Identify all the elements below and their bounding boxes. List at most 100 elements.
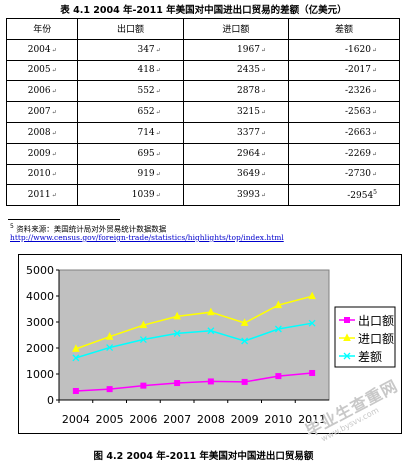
- x-tick-label: 2009: [231, 413, 259, 426]
- table-cell-value: -2269: [345, 148, 371, 159]
- table-cell-value: 3649: [237, 169, 260, 180]
- table-cell-value: 3215: [237, 107, 260, 118]
- paragraph-mark: ↵: [260, 171, 266, 179]
- table-cell: 3649↵: [182, 163, 289, 186]
- table-cell: 2007↵: [5, 101, 79, 123]
- paragraph-mark: ↵: [155, 192, 161, 200]
- table-header-cell: 年份: [5, 18, 79, 40]
- paragraph-mark: ↵: [51, 46, 57, 54]
- table-cell: -2563↵: [287, 101, 401, 123]
- data-point: [139, 336, 147, 343]
- data-point: [274, 300, 283, 309]
- paragraph-mark: ↵: [260, 192, 266, 200]
- legend-label: 进口额: [358, 332, 394, 346]
- table-cell: 2006↵: [5, 80, 79, 103]
- table-cell: 2009↵: [5, 142, 79, 165]
- table-cell-value: -1620: [345, 44, 371, 55]
- chart-frame: 0 1000 2000 3000 4000 5000 2004 2005 2006 2007 200…: [18, 254, 402, 434]
- data-point: [240, 318, 249, 326]
- table-header-cell: 出口额: [77, 18, 184, 40]
- data-point: [241, 378, 248, 385]
- paragraph-mark: ↵: [371, 171, 377, 179]
- paragraph-mark: ↵: [51, 109, 57, 117]
- table-cell: -29545: [287, 184, 401, 207]
- figure-caption: 图 4.2 2004 年-2011 年美国对中国进出口贸易额: [93, 451, 314, 462]
- table-cell-value: 2004: [27, 44, 51, 55]
- table-cell-value: 3993: [237, 190, 260, 201]
- table-cell: 2010↵: [5, 163, 79, 186]
- table-cell: -2017↵: [287, 59, 401, 82]
- footnote-marker: 5: [10, 223, 14, 230]
- data-point: [72, 344, 80, 352]
- paragraph-mark: ↵: [371, 67, 377, 75]
- table-cell-value: 2005: [27, 65, 51, 76]
- table-caption: 表 4.1 2004 年-2011 年美国对中国进出口贸易的差额（亿美元）: [60, 5, 347, 16]
- x-tick-label: 2007: [163, 413, 191, 426]
- table-cell-value: -2730: [345, 169, 371, 180]
- table-cell-value: 652: [137, 107, 155, 118]
- table-cell-value: -2326: [345, 86, 371, 97]
- y-tick-label: 5000: [26, 264, 54, 277]
- table-cell-value: 2008: [27, 127, 51, 138]
- table-cell: 2964↵: [182, 142, 289, 165]
- legend-marker: [343, 333, 351, 341]
- data-point: [72, 354, 80, 362]
- table-row: 2005↵ 418↵ 2435↵ -2017↵: [5, 59, 401, 82]
- source-link[interactable]: http://www.census.gov/foreign-trade/stat…: [10, 233, 284, 242]
- table-row: 2011↵ 1039↵ 3993↵ -29545: [5, 184, 401, 207]
- table-row: 2006↵ 552↵ 2878↵ -2326↵: [5, 80, 401, 103]
- table-cell-value: -2017: [345, 65, 371, 76]
- footnote-source: 5 资料来源：美国统计局对外贸易统计数据数据: [10, 223, 166, 235]
- paragraph-mark: ↵: [155, 67, 161, 75]
- paragraph-mark: ↵: [371, 88, 377, 96]
- paragraph-mark: ↵: [260, 150, 266, 158]
- table-cell-value: -2563: [345, 107, 371, 118]
- y-tick-label: 2000: [26, 342, 54, 355]
- data-point: [105, 332, 114, 340]
- table-cell-value: 418: [137, 65, 155, 76]
- table-cell-value: 2010: [27, 169, 51, 180]
- table-cell: 695↵: [77, 142, 184, 165]
- table-cell-value: 695: [137, 148, 155, 159]
- data-point: [173, 329, 181, 337]
- paragraph-mark: ↵: [155, 88, 161, 96]
- paragraph-mark: ↵: [260, 109, 266, 117]
- legend-marker: [343, 352, 351, 360]
- paragraph-mark: ↵: [51, 129, 57, 137]
- table-cell-value: 552: [137, 86, 155, 97]
- table-cell-value: 3377: [237, 127, 260, 138]
- table-cell-value: 2011: [27, 190, 51, 201]
- data-point: [106, 344, 114, 352]
- series-line-2: [75, 322, 313, 359]
- legend-label: 差额: [358, 350, 382, 364]
- plot-area: [58, 269, 330, 401]
- x-tick-label: 2004: [62, 413, 90, 426]
- table-cell-value: 2435: [237, 65, 260, 76]
- table-row: 2009↵ 695↵ 2964↵ -2269↵: [5, 142, 401, 165]
- paragraph-mark: ↵: [260, 67, 266, 75]
- data-point: [241, 337, 249, 345]
- table-cell-value: 2009: [27, 148, 51, 159]
- data-point: [207, 307, 215, 316]
- table-cell: 1967↵: [182, 38, 289, 61]
- paragraph-mark: ↵: [371, 150, 377, 158]
- y-tick-label: 4000: [26, 290, 54, 303]
- paragraph-mark: ↵: [371, 46, 377, 54]
- table-body: 2004↵ 347↵ 1967↵ -1620↵ 2005↵ 418↵ 2435↵ -2017↵…: [5, 38, 401, 207]
- paragraph-mark: ↵: [371, 129, 377, 137]
- table-cell-value: 2007: [27, 107, 51, 118]
- y-tick-label: 0: [47, 394, 54, 407]
- paragraph-mark: ↵: [51, 67, 57, 75]
- paragraph-mark: ↵: [155, 129, 161, 137]
- x-tick-label: 2008: [197, 413, 225, 426]
- data-point: [207, 327, 215, 335]
- data-point: [207, 378, 214, 385]
- footnote-link-line: http://www.census.gov/foreign-trade/stat…: [10, 233, 284, 242]
- paragraph-mark: ↵: [51, 192, 57, 200]
- table-cell: 2435↵: [182, 59, 289, 82]
- table-cell: 418↵: [77, 59, 184, 82]
- series-line-1: [75, 295, 313, 350]
- table-row: 2004↵ 347↵ 1967↵ -1620↵: [5, 38, 401, 61]
- paragraph-mark: ↵: [260, 129, 266, 137]
- table-cell-value: 714: [137, 127, 155, 138]
